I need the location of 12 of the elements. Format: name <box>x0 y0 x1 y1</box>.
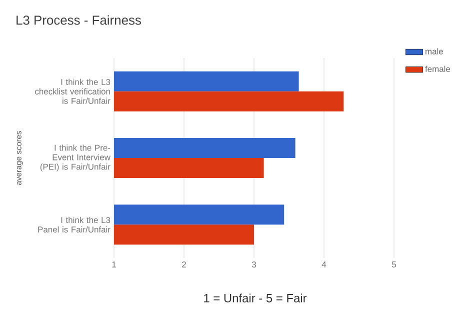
x-tick-label: 1 <box>112 262 116 268</box>
x-axis-title: 1 = Unfair - 5 = Fair <box>204 294 307 302</box>
y-tick-label: I think the Pre-Event Interview (PEI) is Fair/Unfair <box>40 144 111 172</box>
x-tick-label: 4 <box>322 262 326 268</box>
x-tick-label: 3 <box>252 262 256 268</box>
y-tick-label: I think the L3 checklist verification is Fair/Unfair <box>35 78 110 104</box>
legend-label: female <box>425 66 450 72</box>
legend-label: male <box>426 48 443 54</box>
chart-title: L3 Process - Fairness <box>16 15 142 25</box>
x-tick-label: 2 <box>182 262 186 268</box>
y-tick-label: I think the L3 Panel is Fair/Unfair <box>38 216 110 233</box>
x-tick-label: 5 <box>392 262 396 268</box>
